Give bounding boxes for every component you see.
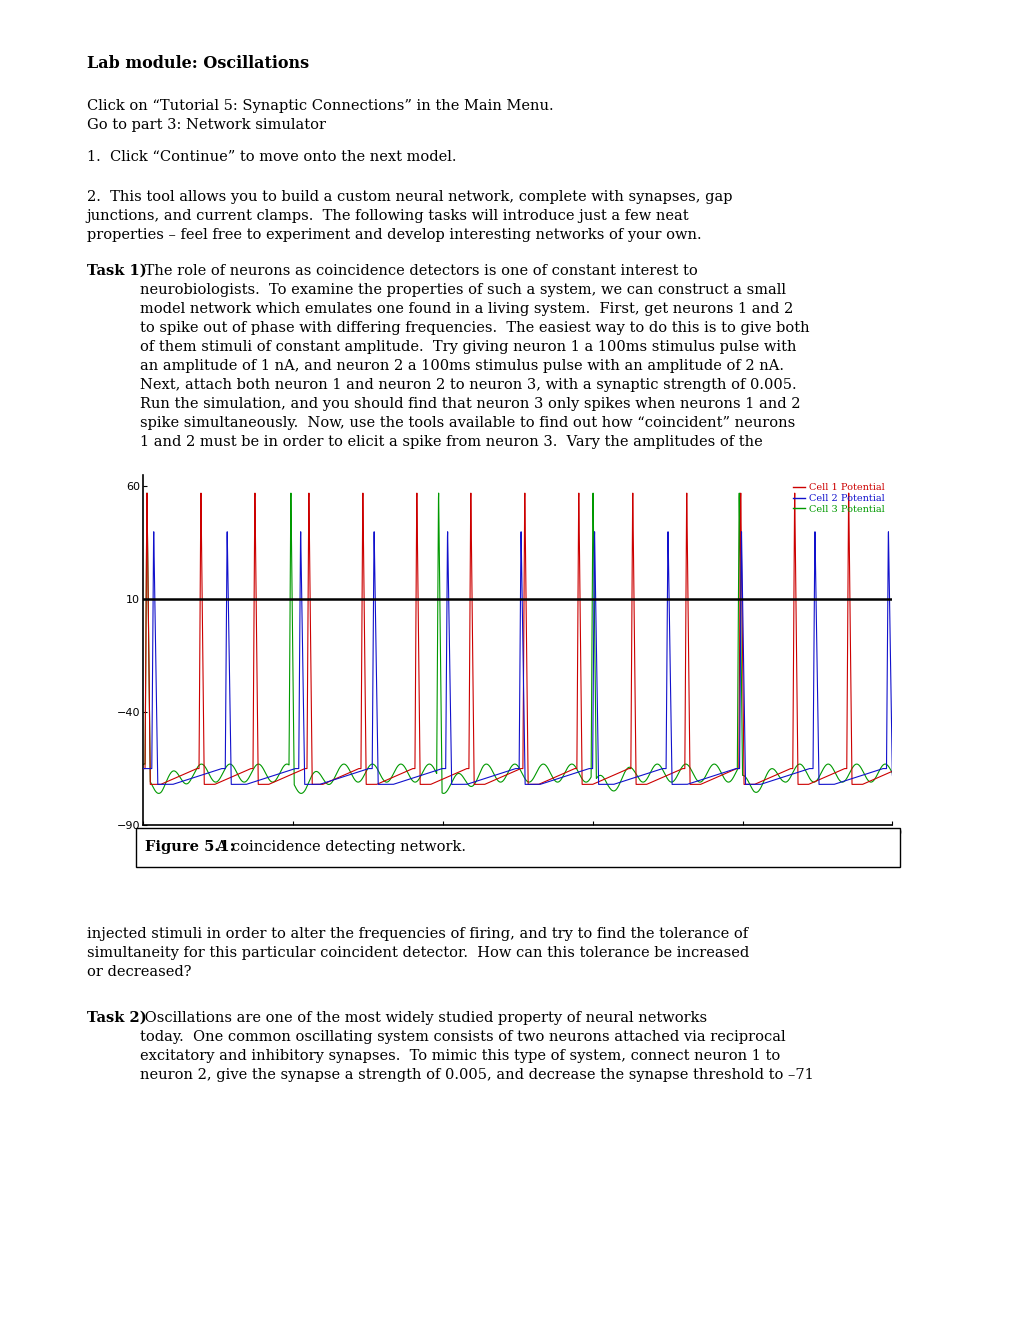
- Text: The role of neurons as coincidence detectors is one of constant interest to
neur: The role of neurons as coincidence detec…: [140, 264, 808, 449]
- Text: Lab module: Oscillations: Lab module: Oscillations: [87, 55, 309, 73]
- Text: Figure 5.1:: Figure 5.1:: [145, 841, 234, 854]
- Text: injected stimuli in order to alter the frequencies of firing, and try to find th: injected stimuli in order to alter the f…: [87, 927, 748, 978]
- Text: Task 1): Task 1): [87, 264, 146, 279]
- Text: Oscillations are one of the most widely studied property of neural networks
toda: Oscillations are one of the most widely …: [140, 1011, 813, 1082]
- Text: A coincidence detecting network.: A coincidence detecting network.: [212, 841, 466, 854]
- Text: 1.  Click “Continue” to move onto the next model.: 1. Click “Continue” to move onto the nex…: [87, 150, 455, 165]
- Legend: Cell 1 Potential, Cell 2 Potential, Cell 3 Potential: Cell 1 Potential, Cell 2 Potential, Cell…: [790, 480, 887, 517]
- Text: Task 2): Task 2): [87, 1011, 146, 1026]
- Text: Click on “Tutorial 5: Synaptic Connections” in the Main Menu.
Go to part 3: Netw: Click on “Tutorial 5: Synaptic Connectio…: [87, 99, 552, 132]
- Text: 2.  This tool allows you to build a custom neural network, complete with synapse: 2. This tool allows you to build a custo…: [87, 190, 732, 242]
